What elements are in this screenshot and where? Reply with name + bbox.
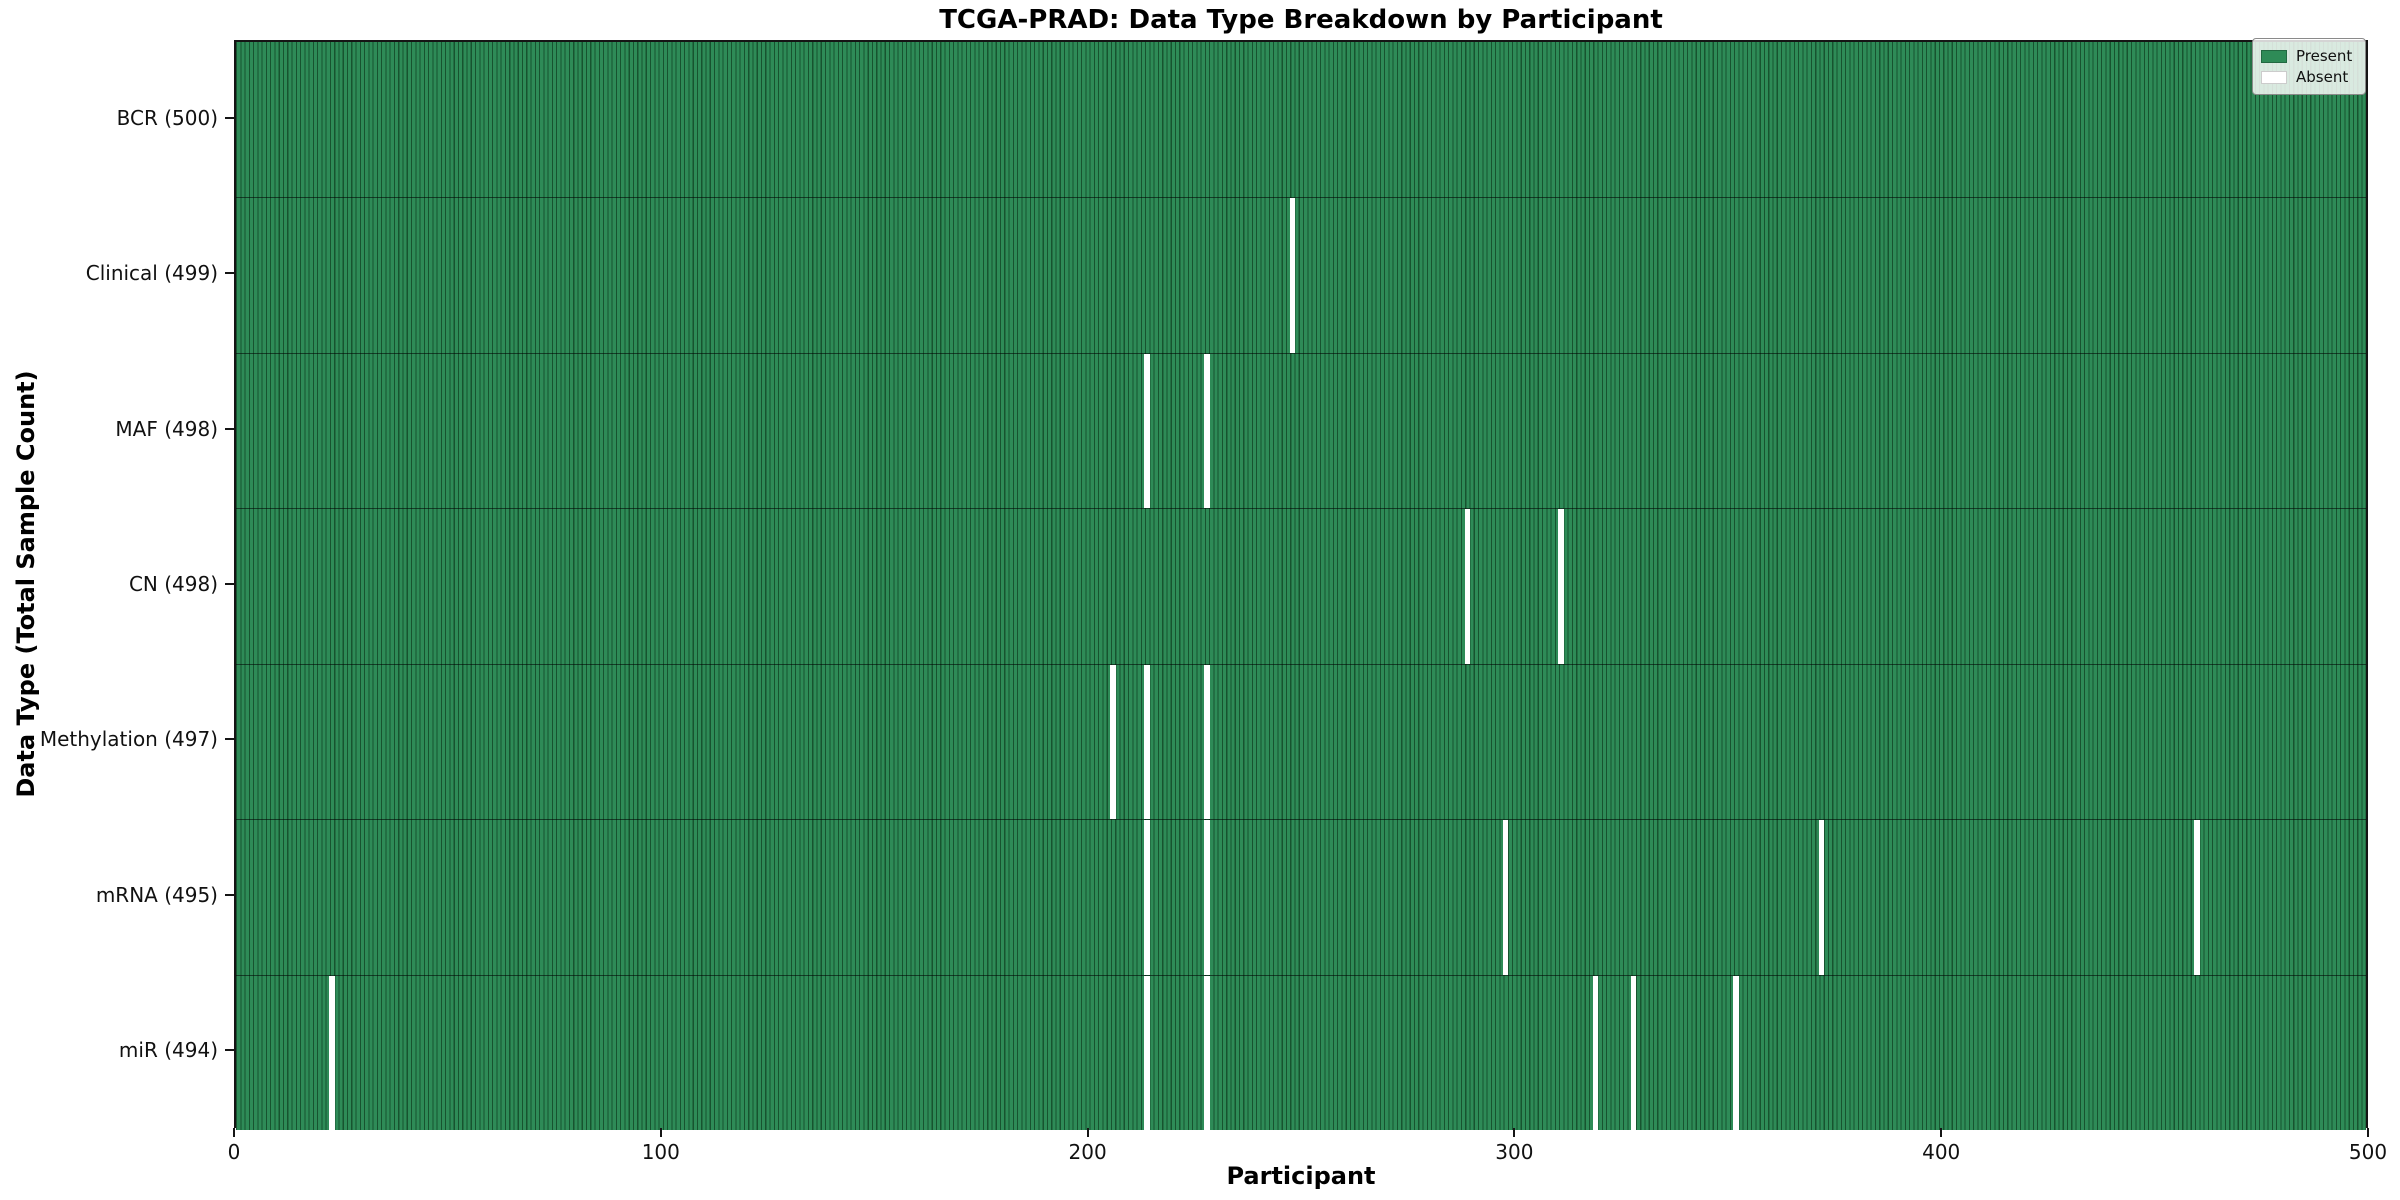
- absent-gap-mir-318: [1592, 975, 1599, 1130]
- y-tick-mark: [225, 893, 234, 896]
- chart-title: TCGA-PRAD: Data Type Breakdown by Partic…: [939, 5, 1663, 35]
- y-tick-label-mir: miR (494): [118, 1038, 218, 1063]
- plot-area: [234, 40, 2368, 1130]
- absent-gap-mir-351: [1733, 975, 1739, 1130]
- absent-gap-methylation-205: [1110, 664, 1116, 820]
- y-tick-label-bcr: BCR (500): [116, 105, 218, 130]
- x-axis-label: Participant: [1226, 1162, 1376, 1190]
- legend: Present Absent: [2252, 38, 2366, 95]
- absent-gap-maf-213: [1144, 353, 1150, 509]
- row-strip-mir: [236, 974, 2366, 1130]
- absent-gap-cn-310: [1558, 509, 1564, 664]
- absent-gap-mrna-371: [1818, 820, 1825, 975]
- row-strip-cn: [236, 508, 2366, 664]
- absent-gap-methylation-213: [1144, 664, 1150, 820]
- y-tick-mark: [225, 427, 234, 430]
- absent-gap-mir-213: [1144, 975, 1150, 1130]
- row-strip-clinical: [236, 197, 2366, 353]
- absent-gap-clinical-247: [1289, 198, 1296, 353]
- absent-gap-mrna-213: [1144, 820, 1150, 975]
- absent-gap-maf-227: [1204, 353, 1210, 509]
- x-tick-mark: [1086, 1128, 1089, 1137]
- absent-gap-mrna-297: [1502, 820, 1509, 975]
- x-tick-mark: [1513, 1128, 1516, 1137]
- legend-entry-present: Present: [2261, 47, 2357, 65]
- y-axis-label: Data Type (Total Sample Count): [12, 370, 40, 798]
- x-tick-mark: [1940, 1128, 1943, 1137]
- y-tick-label-methylation: Methylation (497): [39, 727, 218, 752]
- legend-swatch-present: [2261, 49, 2287, 63]
- absent-gap-mir-227: [1204, 975, 1210, 1130]
- x-tick-label-500: 500: [2348, 1140, 2388, 1164]
- x-tick-label-400: 400: [1922, 1140, 1961, 1164]
- row-strip-mrna: [236, 819, 2366, 975]
- y-tick-label-clinical: Clinical (499): [85, 261, 218, 286]
- absent-gap-mir-22: [329, 975, 335, 1130]
- x-tick-mark: [2367, 1128, 2369, 1137]
- absent-gap-cn-288: [1464, 509, 1471, 664]
- y-tick-label-cn: CN (498): [128, 572, 218, 596]
- absent-gap-mir-327: [1631, 975, 1637, 1130]
- absent-gap-methylation-227: [1204, 664, 1210, 820]
- absent-gap-mrna-459: [2194, 820, 2200, 975]
- row-strip-bcr: [236, 42, 2366, 198]
- y-tick-mark: [225, 272, 234, 275]
- absent-gap-mrna-227: [1204, 820, 1210, 975]
- x-tick-mark: [659, 1128, 662, 1137]
- x-tick-label-0: 0: [227, 1140, 241, 1164]
- x-tick-mark: [233, 1128, 235, 1137]
- y-tick-label-mrna: mRNA (495): [95, 882, 218, 907]
- x-tick-label-200: 200: [1068, 1140, 1107, 1164]
- legend-label-absent: Absent: [2296, 68, 2349, 86]
- legend-swatch-absent: [2261, 70, 2287, 84]
- y-tick-mark: [225, 738, 234, 741]
- y-tick-label-maf: MAF (498): [115, 416, 218, 441]
- legend-entry-absent: Absent: [2261, 68, 2357, 86]
- y-tick-mark: [225, 116, 234, 119]
- x-tick-label-300: 300: [1495, 1140, 1534, 1164]
- row-strip-maf: [236, 352, 2366, 509]
- y-tick-mark: [225, 583, 234, 585]
- row-strip-methylation: [236, 663, 2366, 820]
- x-tick-label-100: 100: [641, 1140, 680, 1164]
- legend-label-present: Present: [2296, 47, 2353, 65]
- y-tick-mark: [225, 1049, 234, 1052]
